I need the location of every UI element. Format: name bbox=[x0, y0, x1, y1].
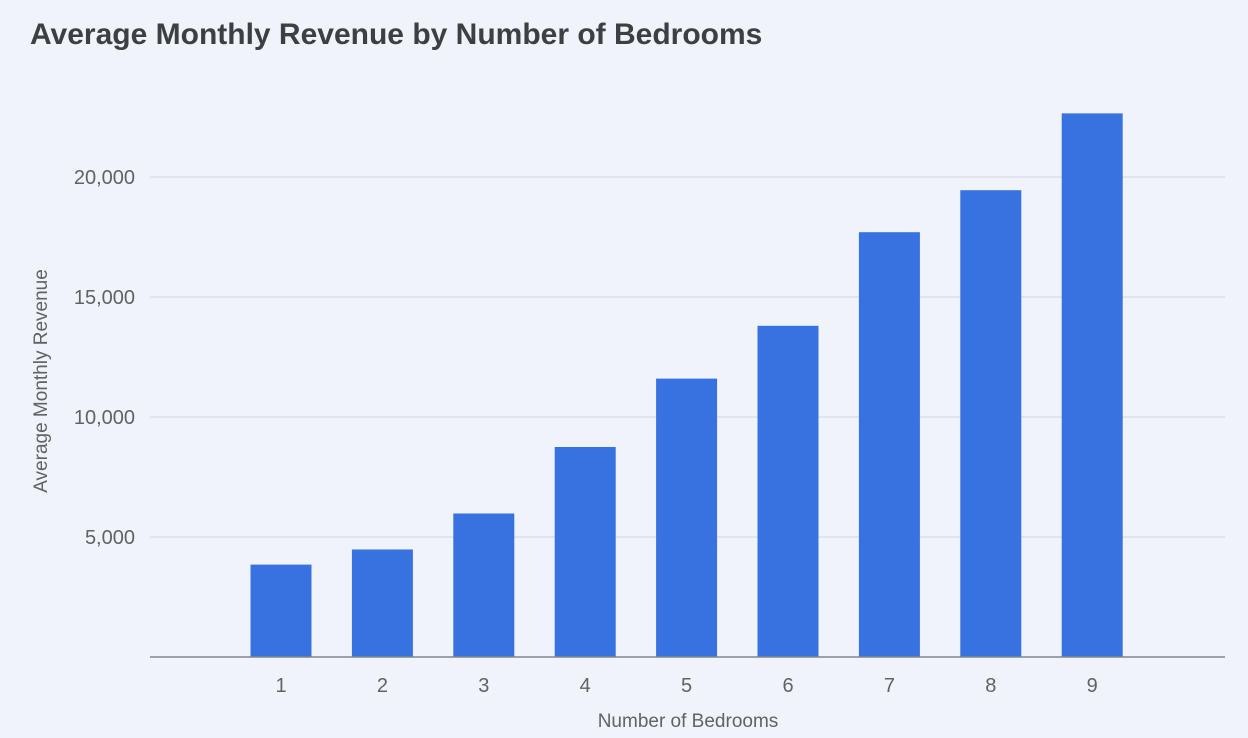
y-tick-label: 15,000 bbox=[74, 287, 135, 309]
x-tick-label: 3 bbox=[478, 675, 489, 697]
bar-5 bbox=[656, 378, 718, 657]
x-tick-label: 6 bbox=[782, 675, 793, 697]
bars bbox=[250, 113, 1123, 657]
y-axis-title: Average Monthly Revenue bbox=[31, 269, 52, 493]
x-tick-label: 5 bbox=[681, 675, 692, 697]
y-tick-label: 10,000 bbox=[74, 407, 135, 429]
x-axis-title: Number of Bedrooms bbox=[598, 711, 779, 732]
bar-2 bbox=[351, 549, 413, 657]
bar-9 bbox=[1061, 113, 1123, 657]
x-axis-ticks: 1 2 3 4 5 6 7 8 9 bbox=[275, 675, 1097, 697]
bar-1 bbox=[250, 564, 312, 657]
bar-7 bbox=[858, 232, 920, 657]
bar-6 bbox=[757, 325, 819, 657]
bar-3 bbox=[453, 513, 515, 657]
chart-title: Average Monthly Revenue by Number of Bed… bbox=[30, 18, 763, 51]
x-tick-label: 9 bbox=[1087, 675, 1098, 697]
bar-4 bbox=[554, 447, 616, 657]
bar-8 bbox=[960, 190, 1022, 657]
y-axis-ticks: 5,000 10,000 15,000 20,000 bbox=[74, 167, 135, 549]
x-tick-label: 8 bbox=[985, 675, 996, 697]
x-tick-label: 1 bbox=[275, 675, 286, 697]
y-tick-label: 5,000 bbox=[85, 527, 135, 549]
y-tick-label: 20,000 bbox=[74, 167, 135, 189]
x-tick-label: 7 bbox=[884, 675, 895, 697]
x-tick-label: 2 bbox=[377, 675, 388, 697]
x-tick-label: 4 bbox=[580, 675, 591, 697]
